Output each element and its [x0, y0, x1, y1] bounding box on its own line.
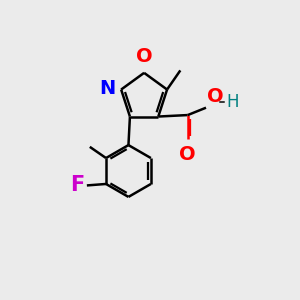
Text: F: F — [70, 176, 84, 195]
Text: O: O — [208, 87, 224, 106]
Text: N: N — [100, 80, 116, 98]
Text: H: H — [226, 93, 239, 111]
Text: O: O — [136, 47, 152, 66]
Text: O: O — [179, 145, 196, 164]
